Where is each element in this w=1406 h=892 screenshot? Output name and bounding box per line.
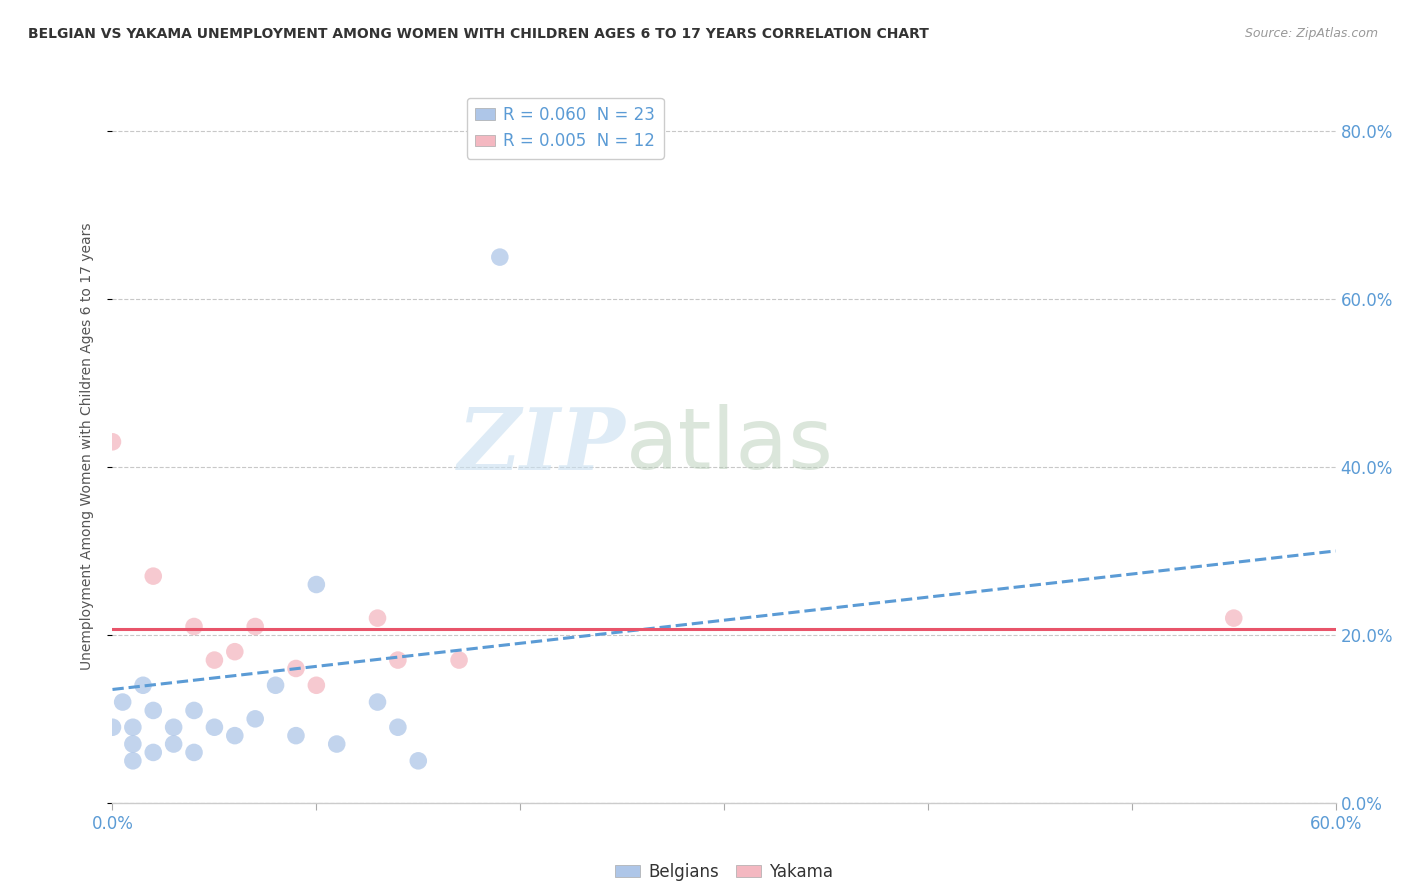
Point xyxy=(224,729,246,743)
Point xyxy=(204,653,226,667)
Point xyxy=(408,754,430,768)
Point xyxy=(245,619,267,633)
Point xyxy=(142,746,165,760)
Point xyxy=(122,720,145,734)
Legend: Belgians, Yakama: Belgians, Yakama xyxy=(609,856,839,888)
Point xyxy=(387,720,409,734)
Point xyxy=(163,737,186,751)
Text: BELGIAN VS YAKAMA UNEMPLOYMENT AMONG WOMEN WITH CHILDREN AGES 6 TO 17 YEARS CORR: BELGIAN VS YAKAMA UNEMPLOYMENT AMONG WOM… xyxy=(28,27,929,41)
Point xyxy=(163,720,186,734)
Text: ZIP: ZIP xyxy=(458,404,626,488)
Point xyxy=(387,653,409,667)
Point xyxy=(326,737,349,751)
Point xyxy=(101,720,124,734)
Point xyxy=(366,695,388,709)
Point xyxy=(183,703,205,717)
Point xyxy=(447,653,470,667)
Point xyxy=(489,250,512,264)
Text: atlas: atlas xyxy=(626,404,834,488)
Point xyxy=(142,569,165,583)
Point xyxy=(101,434,124,449)
Point xyxy=(204,720,226,734)
Y-axis label: Unemployment Among Women with Children Ages 6 to 17 years: Unemployment Among Women with Children A… xyxy=(80,222,94,670)
Point xyxy=(111,695,134,709)
Point xyxy=(1223,611,1246,625)
Point xyxy=(122,737,145,751)
Point xyxy=(183,619,205,633)
Point xyxy=(142,703,165,717)
Point xyxy=(366,611,388,625)
Point xyxy=(122,754,145,768)
Point xyxy=(305,577,328,591)
Point xyxy=(245,712,267,726)
Point xyxy=(284,661,308,675)
Text: Source: ZipAtlas.com: Source: ZipAtlas.com xyxy=(1244,27,1378,40)
Point xyxy=(224,645,246,659)
Point xyxy=(264,678,287,692)
Point xyxy=(132,678,155,692)
Point xyxy=(284,729,308,743)
Point xyxy=(183,746,205,760)
Point xyxy=(305,678,328,692)
